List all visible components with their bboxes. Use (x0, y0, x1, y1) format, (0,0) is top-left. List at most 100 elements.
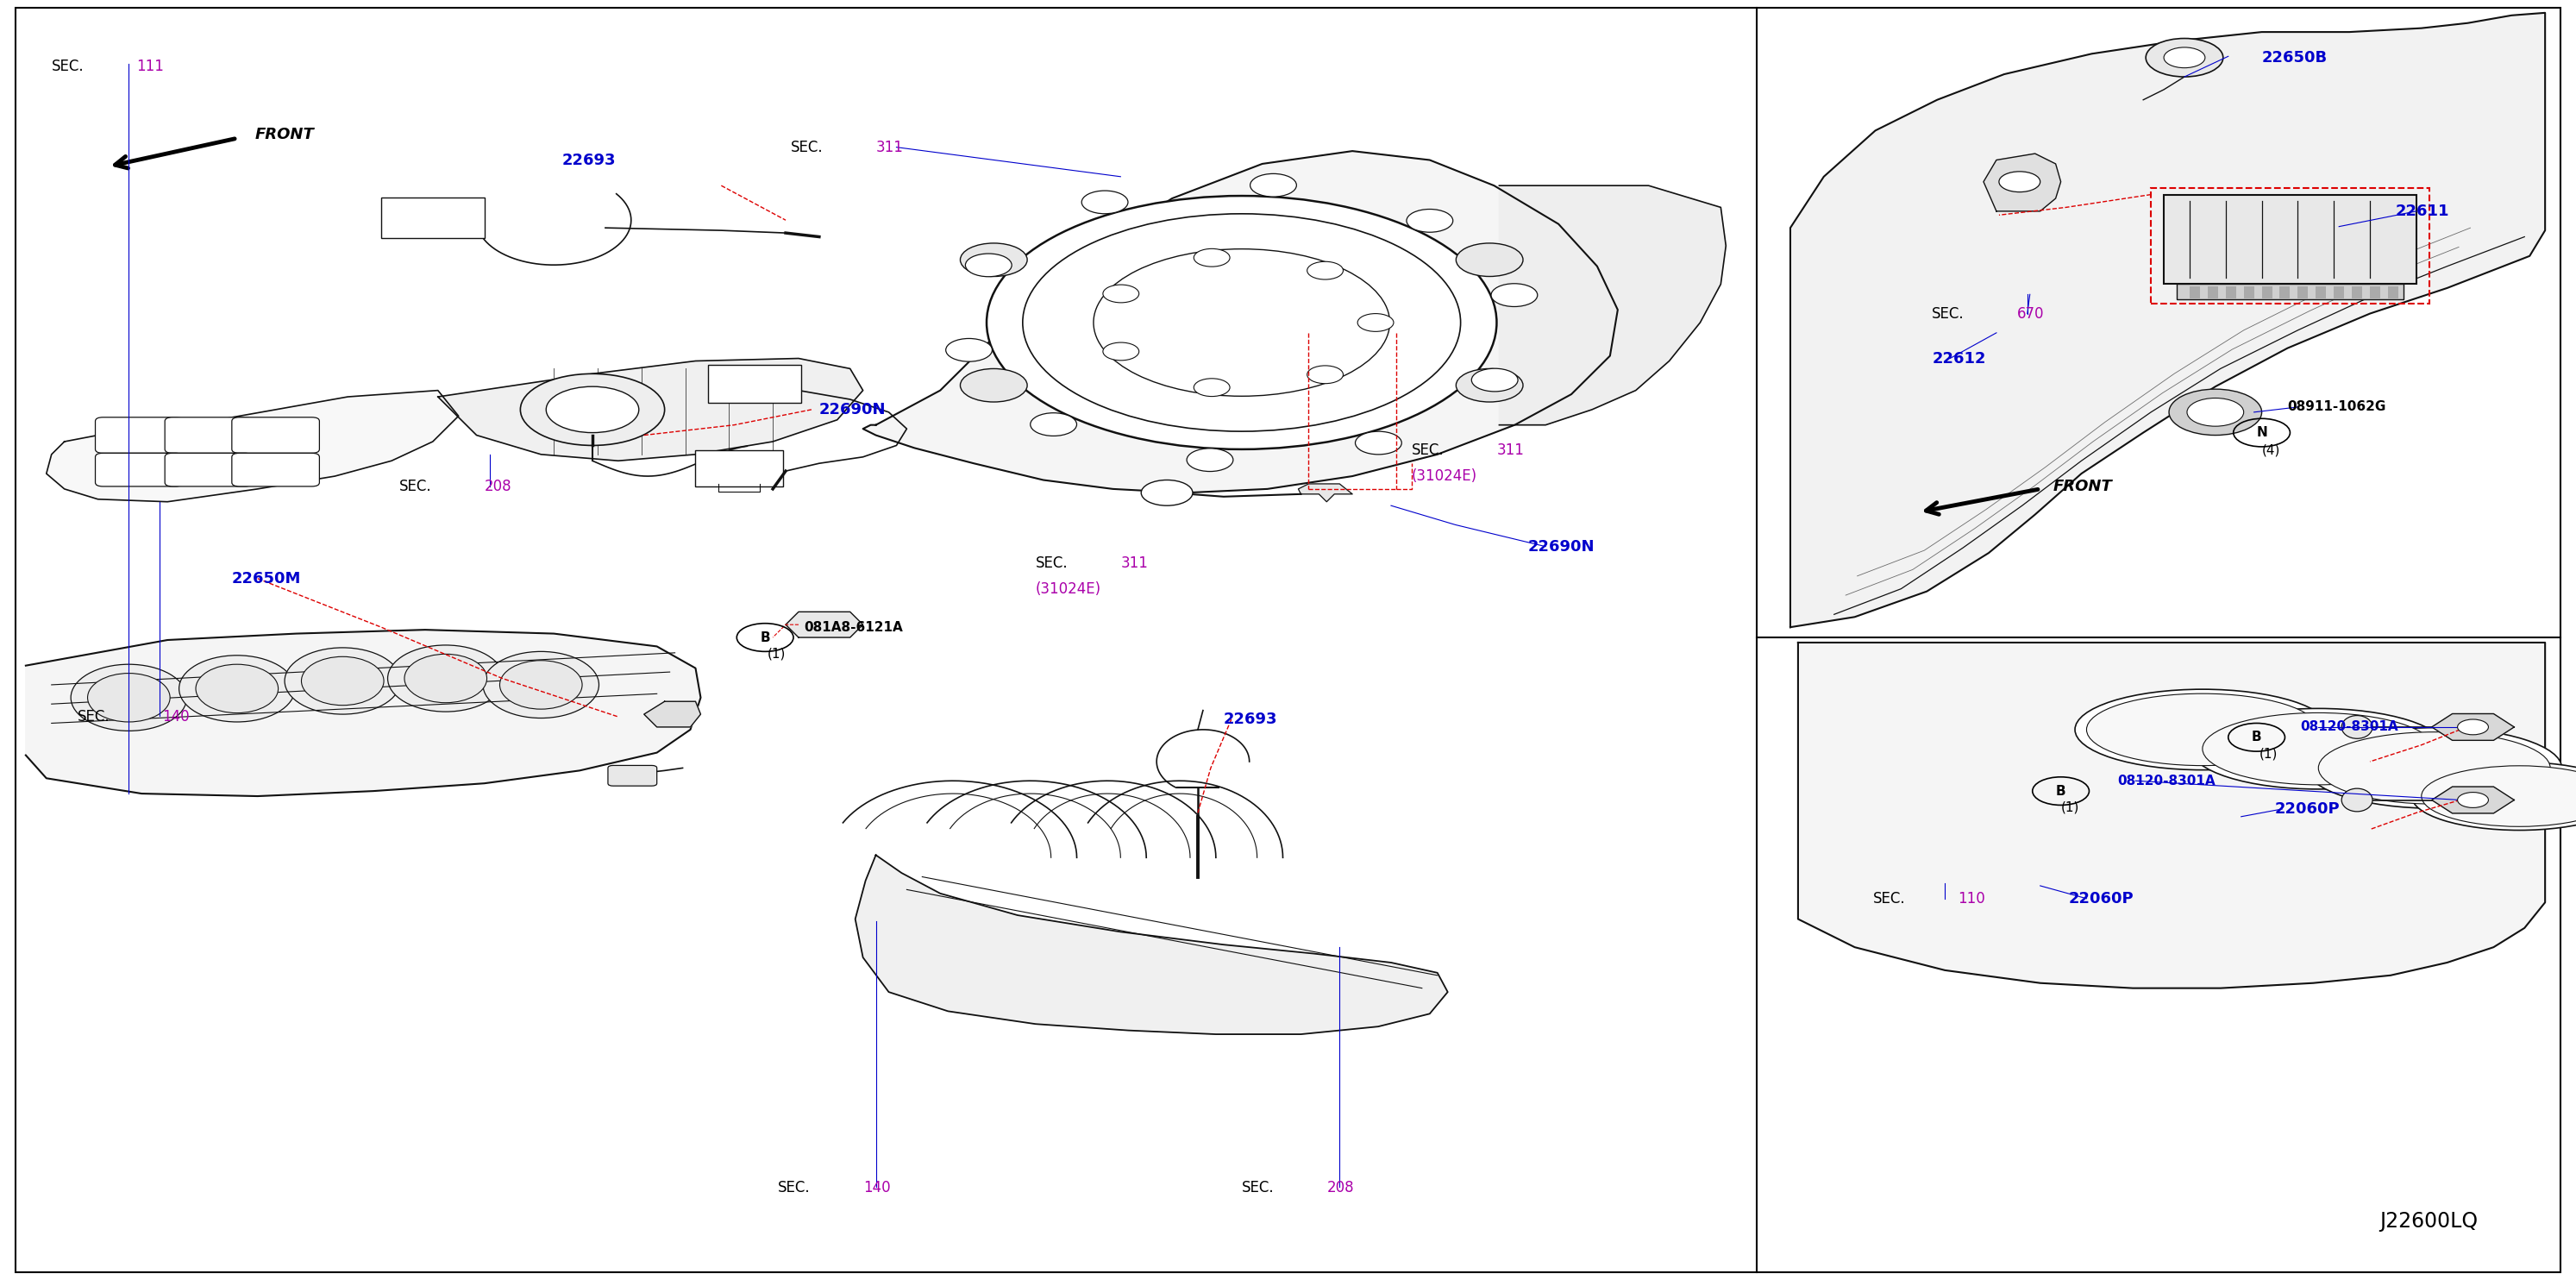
Text: 22690N: 22690N (819, 402, 886, 417)
Text: SEC.: SEC. (1242, 1180, 1275, 1196)
Circle shape (966, 253, 1012, 276)
Text: SEC.: SEC. (1932, 306, 1965, 321)
Text: (31024E): (31024E) (1036, 581, 1100, 596)
Text: 140: 140 (863, 1180, 891, 1196)
Polygon shape (438, 358, 863, 461)
Text: B: B (2251, 731, 2262, 744)
Ellipse shape (1092, 248, 1391, 397)
Bar (2226, 287, 2236, 300)
Text: (1): (1) (2259, 748, 2277, 760)
Ellipse shape (2306, 727, 2561, 809)
Text: 22693: 22693 (562, 152, 616, 168)
Circle shape (520, 374, 665, 445)
Text: SEC.: SEC. (1412, 443, 1445, 458)
Ellipse shape (2421, 765, 2576, 827)
Ellipse shape (2076, 689, 2329, 771)
Bar (2334, 287, 2344, 300)
Polygon shape (1798, 643, 2545, 988)
Polygon shape (26, 630, 701, 796)
Ellipse shape (482, 652, 598, 718)
Bar (2280, 287, 2290, 300)
Circle shape (961, 369, 1028, 402)
Text: 22650B: 22650B (2262, 50, 2326, 65)
Ellipse shape (88, 673, 170, 722)
Text: 22060P: 22060P (2069, 891, 2133, 906)
Polygon shape (863, 151, 1618, 493)
Polygon shape (855, 855, 1448, 1034)
Circle shape (1082, 191, 1128, 214)
Text: (1): (1) (768, 648, 786, 660)
Ellipse shape (386, 645, 502, 712)
Bar (2388, 287, 2398, 300)
Text: 111: 111 (137, 59, 165, 74)
Circle shape (2187, 398, 2244, 426)
Text: 311: 311 (876, 140, 904, 155)
Ellipse shape (2318, 732, 2550, 804)
Text: (4): (4) (2262, 444, 2280, 457)
Text: (31024E): (31024E) (1412, 468, 1476, 484)
Text: SEC.: SEC. (77, 709, 111, 724)
Text: SEC.: SEC. (399, 479, 433, 494)
FancyBboxPatch shape (696, 451, 783, 486)
Polygon shape (2432, 787, 2514, 813)
Text: 22693: 22693 (1224, 712, 1278, 727)
Ellipse shape (987, 196, 1497, 449)
Text: 22612: 22612 (1932, 351, 1986, 366)
Text: SEC.: SEC. (778, 1180, 811, 1196)
Text: 208: 208 (1327, 1180, 1355, 1196)
FancyBboxPatch shape (95, 453, 183, 486)
Circle shape (2458, 792, 2488, 808)
Polygon shape (1984, 154, 2061, 211)
Ellipse shape (2202, 713, 2434, 785)
Text: 110: 110 (1958, 891, 1986, 906)
Circle shape (2164, 47, 2205, 68)
Circle shape (1471, 369, 1517, 392)
Bar (2352, 287, 2362, 300)
Polygon shape (2432, 714, 2514, 740)
Bar (2151, 188, 2429, 303)
Bar (2190, 287, 2200, 300)
Ellipse shape (196, 664, 278, 713)
Circle shape (1355, 431, 1401, 454)
Bar (2262, 287, 2272, 300)
Polygon shape (1499, 186, 1726, 425)
Text: SEC.: SEC. (791, 140, 824, 155)
Circle shape (1193, 248, 1229, 266)
Circle shape (1358, 314, 1394, 332)
FancyBboxPatch shape (95, 417, 183, 453)
Circle shape (1306, 261, 1342, 279)
Text: SEC.: SEC. (1036, 556, 1069, 571)
Circle shape (1103, 343, 1139, 361)
Ellipse shape (500, 660, 582, 709)
Bar (2177, 284, 2403, 300)
Polygon shape (1298, 484, 1352, 502)
Text: (1): (1) (2061, 801, 2079, 814)
FancyBboxPatch shape (165, 453, 252, 486)
Ellipse shape (180, 655, 294, 722)
Ellipse shape (283, 648, 402, 714)
Text: 22060P: 22060P (2275, 801, 2339, 817)
Ellipse shape (2411, 762, 2576, 831)
Ellipse shape (2087, 694, 2318, 765)
Text: 22690N: 22690N (1528, 539, 1595, 554)
Text: 311: 311 (1497, 443, 1525, 458)
Circle shape (945, 338, 992, 361)
Text: 08120-8301A: 08120-8301A (2117, 774, 2215, 787)
Text: B: B (2056, 785, 2066, 797)
Polygon shape (46, 390, 459, 502)
Ellipse shape (72, 664, 185, 731)
Bar (2164, 195, 2416, 284)
Ellipse shape (301, 657, 384, 705)
Circle shape (1999, 172, 2040, 192)
Circle shape (1030, 413, 1077, 436)
Circle shape (2458, 719, 2488, 735)
Circle shape (1103, 284, 1139, 302)
Circle shape (1492, 284, 1538, 307)
Circle shape (1249, 174, 1296, 197)
Ellipse shape (2342, 788, 2372, 812)
Circle shape (1141, 480, 1193, 506)
Ellipse shape (2190, 709, 2445, 788)
Circle shape (546, 387, 639, 433)
Polygon shape (644, 701, 701, 727)
Text: 22650M: 22650M (232, 571, 301, 586)
